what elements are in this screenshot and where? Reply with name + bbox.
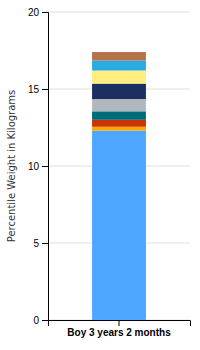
y-tick-label: 15: [28, 84, 40, 95]
bar-series: [92, 71, 146, 84]
bars: [92, 52, 146, 320]
chart: 0 5 10 15 20 Boy 3 years 2 months Percentile W…: [0, 0, 200, 350]
x-axis: Boy 3 years 2 months: [49, 320, 191, 338]
bar-series: [92, 99, 146, 111]
bar-segment: [92, 52, 146, 60]
bar-segment: [92, 131, 146, 320]
x-tick: Boy 3 years 2 months: [67, 320, 171, 338]
y-tick-label: 20: [28, 7, 40, 18]
bar-segment: [92, 61, 146, 71]
bar-segment: [92, 84, 146, 99]
y-tick-label: 5: [33, 238, 39, 249]
bar-series: [92, 111, 146, 119]
bar-segment: [92, 120, 146, 127]
y-axis-line: [42, 13, 49, 321]
bar-series: [92, 61, 146, 71]
bar-series: [92, 120, 146, 127]
y-axis-title: Percentile Weight in Kilograms: [6, 90, 17, 243]
x-axis-line: [49, 321, 191, 327]
y-tick-label: 0: [33, 315, 39, 326]
y-axis: 0 5 10 15 20: [28, 7, 49, 326]
y-tick-mark: [42, 166, 48, 167]
grid: [48, 12, 190, 320]
y-tick-mark: [42, 243, 48, 244]
bar-series: [92, 127, 146, 131]
y-tick-label: 10: [28, 161, 40, 172]
bar-series: [92, 84, 146, 99]
y-tick-mark: [42, 320, 48, 321]
y-tick: 5: [33, 238, 48, 249]
y-tick: 10: [28, 161, 48, 172]
y-tick: 15: [28, 84, 48, 95]
grid-line: [48, 12, 190, 13]
bar-series: [92, 52, 146, 60]
x-tick-label: Boy 3 years 2 months: [67, 327, 171, 338]
y-tick-mark: [42, 12, 48, 13]
bar-segment: [92, 127, 146, 131]
bar-segment: [92, 111, 146, 119]
y-tick: 20: [28, 7, 48, 18]
y-tick-mark: [42, 89, 48, 90]
x-tick-mark: [119, 320, 120, 326]
y-tick: 0: [33, 315, 48, 326]
bar-segment: [92, 99, 146, 111]
bar-series: [92, 131, 146, 320]
bar-segment: [92, 71, 146, 84]
plot: 0 5 10 15 20 Boy 3 years 2 months: [28, 7, 191, 338]
